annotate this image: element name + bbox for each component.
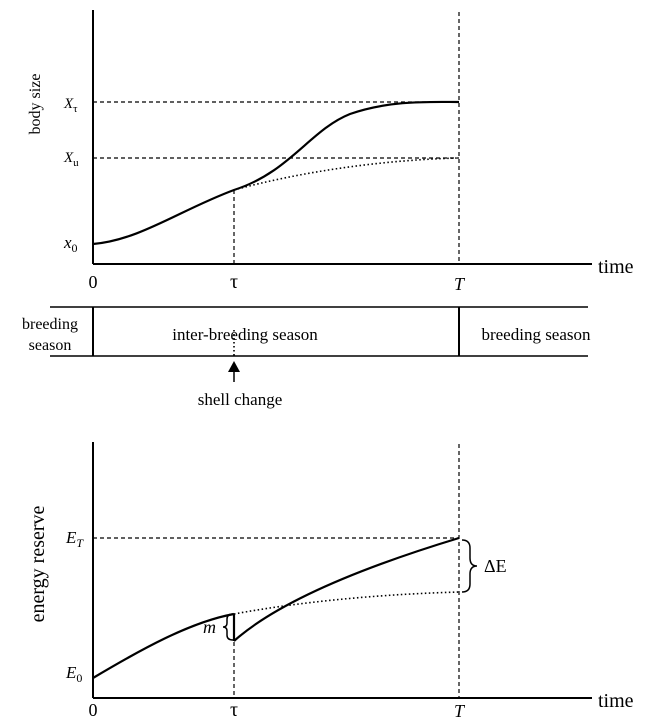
bottom-tick-tau: τ [230, 699, 238, 719]
energy-no-change-curve [233, 591, 460, 615]
season-left-line1: breeding [22, 316, 78, 333]
top-tick-tau: τ [230, 271, 238, 293]
body-size-growth-curve [92, 100, 460, 246]
delta-E-brace [461, 539, 478, 593]
m-label: m [203, 617, 216, 637]
energy-post-shell-change-curve [233, 536, 460, 642]
bottom-x-axis-label: time [598, 690, 634, 712]
label-E-T-main: E [65, 528, 77, 547]
body-size-panel: body size Xτ Xu x0 0 τ T time [27, 10, 634, 294]
label-x-0: x0 [63, 233, 78, 255]
delta-E-label: ΔE [484, 556, 507, 576]
label-x-u: Xu [63, 150, 79, 169]
label-E-T: ET [65, 528, 84, 550]
shell-change-arrow-head [228, 361, 240, 372]
top-x-axis-label: time [598, 256, 634, 278]
label-E-0-main: E [65, 663, 77, 682]
label-E-0-sub: 0 [76, 671, 82, 685]
label-x-u-main: X [63, 150, 74, 166]
season-middle-label: inter-breeding season [172, 325, 318, 344]
season-band: breeding season inter-breeding season br… [22, 306, 591, 409]
m-brace [222, 613, 234, 641]
label-x-0-main: x [63, 233, 72, 252]
label-x-0-sub: 0 [72, 241, 78, 255]
label-x-u-sub: u [73, 157, 79, 169]
energy-pre-shell-change-curve [92, 612, 235, 679]
label-x-tau-sub: τ [73, 103, 78, 115]
season-left-line2: season [29, 337, 72, 354]
energy-reserve-panel: m ΔE energy reserve ET E0 0 τ T time [27, 442, 634, 719]
label-E-T-sub: T [76, 536, 84, 550]
top-y-axis-label: body size [27, 74, 44, 135]
label-x-tau-main: X [63, 96, 74, 112]
shell-change-label: shell change [198, 390, 283, 409]
top-tick-T: T [454, 274, 466, 294]
label-E-0: E0 [65, 663, 82, 685]
bottom-y-axis-label: energy reserve [27, 505, 49, 622]
bottom-tick-zero: 0 [89, 700, 98, 719]
bottom-tick-T: T [454, 701, 466, 719]
label-x-tau: Xτ [63, 96, 78, 115]
season-right-label: breeding season [481, 325, 591, 344]
top-tick-zero: 0 [89, 272, 98, 292]
